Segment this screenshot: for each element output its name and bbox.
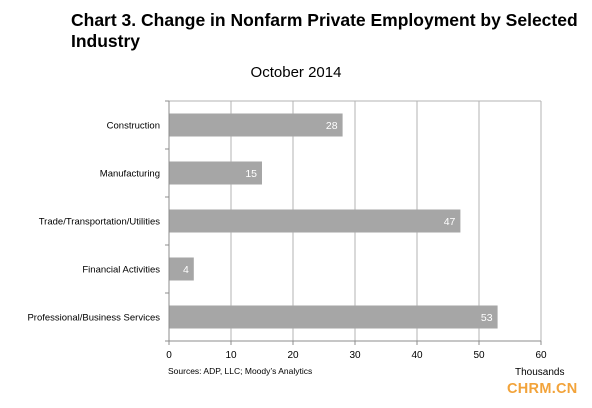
x-tick-label: 50	[473, 350, 485, 361]
chart-subtitle: October 2014	[250, 64, 342, 81]
x-tick-label: 40	[411, 350, 423, 361]
bar-value-label: 4	[183, 264, 189, 276]
category-label: Manufacturing	[100, 169, 160, 180]
bar	[169, 257, 194, 281]
bar	[169, 305, 498, 329]
watermark-logo: CHRM.CN	[507, 381, 578, 397]
category-label: Construction	[107, 121, 160, 132]
category-label: Professional/Business Services	[27, 313, 160, 324]
bar-value-label: 28	[326, 120, 338, 132]
chart-title: Chart 3. Change in Nonfarm Private Emplo…	[71, 10, 578, 51]
bar	[169, 113, 343, 137]
category-label: Trade/Transportation/Utilities	[39, 217, 161, 228]
bar-value-label: 47	[444, 216, 456, 228]
x-tick-label: 60	[535, 350, 547, 361]
x-tick-label: 10	[225, 350, 237, 361]
x-axis-unit-label: Thousands	[515, 367, 565, 378]
source-note: Sources: ADP, LLC; Moody’s Analytics	[168, 366, 313, 376]
bar-value-label: 15	[245, 168, 257, 180]
x-tick-label: 20	[287, 350, 299, 361]
x-tick-label: 30	[349, 350, 361, 361]
bar	[169, 161, 262, 185]
bar	[169, 209, 461, 233]
x-tick-label: 0	[166, 350, 172, 361]
category-label: Financial Activities	[82, 265, 160, 276]
bar-value-label: 53	[481, 312, 493, 324]
